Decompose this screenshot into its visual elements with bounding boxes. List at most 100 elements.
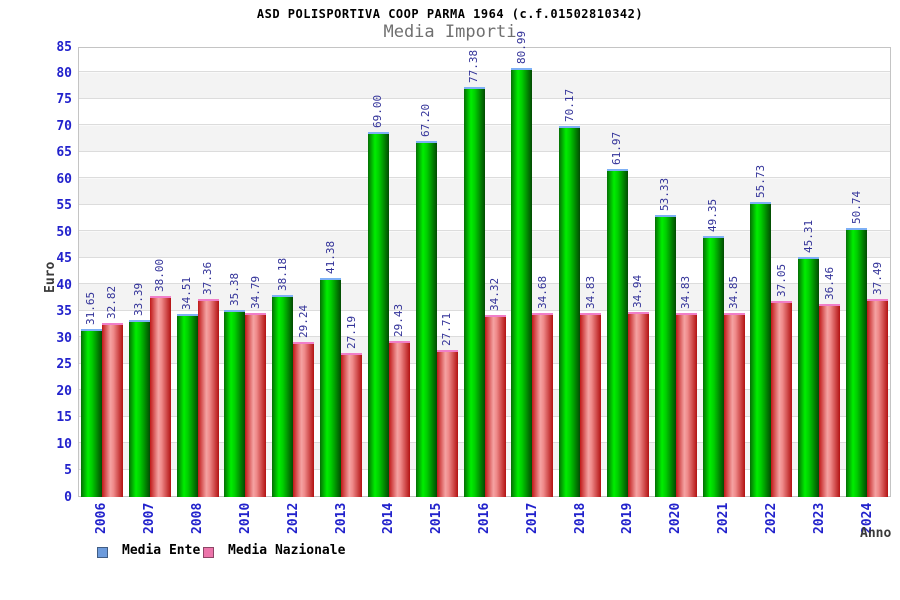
bar-value-label: 37.49 [870,261,884,295]
bar-value-label: 35.38 [227,272,241,306]
gridline-75 [79,97,890,99]
bar-value-label: 41.38 [323,240,337,274]
bar-media-ente-2018 [559,125,581,497]
chart-subtitle: Media Importi [383,22,517,42]
bar-value-label: 34.68 [535,276,549,310]
bar-value-label: 36.46 [822,266,836,300]
gridline-35 [79,309,890,311]
bar-media-nazionale-2013 [341,353,363,497]
bar-value-label: 33.39 [132,283,146,317]
y-tick-65: 65 [56,145,72,161]
bar-value-label: 70.17 [562,88,576,122]
bar-media-ente-2023 [798,257,820,497]
bar-media-nazionale-2018 [580,312,602,497]
bar-value-label: 37.36 [201,262,215,296]
gridline-65 [79,150,890,152]
legend-swatch-media-nazionale [203,547,214,558]
bar-value-label: 32.82 [105,286,119,320]
bar-media-nazionale-2016 [484,315,506,497]
bar-value-label: 61.97 [610,131,624,165]
bar-media-ente-2017 [511,68,533,497]
bar-media-nazionale-2014 [388,341,410,497]
x-tick-2016: 2016 [477,502,492,534]
bar-value-label: 27.71 [440,313,454,347]
y-tick-5: 5 [64,463,72,479]
y-tick-15: 15 [56,410,72,426]
x-tick-2020: 2020 [668,502,684,534]
bar-media-nazionale-2021 [723,312,745,497]
x-tick-2013: 2013 [333,502,349,534]
bar-value-label: 45.31 [801,219,815,254]
y-tick-50: 50 [56,224,72,240]
y-tick-60: 60 [56,171,72,187]
x-tick-2023: 2023 [811,502,827,534]
bar-value-label: 38.00 [153,258,167,292]
y-tick-55: 55 [56,198,72,214]
x-tick-2019: 2019 [620,502,636,534]
bar-media-ente-2006 [80,329,102,497]
y-tick-35: 35 [56,304,72,320]
bar-media-ente-2020 [654,214,676,497]
bar-media-ente-2024 [846,228,868,497]
x-tick-2006: 2006 [94,502,110,534]
bar-media-nazionale-2020 [675,312,697,497]
y-tick-10: 10 [56,436,72,452]
bar-media-ente-2008 [176,314,198,497]
bar-value-label: 29.43 [392,304,406,338]
bar-value-label: 34.79 [248,275,262,309]
bar-media-nazionale-2022 [771,300,793,497]
y-tick-25: 25 [56,357,72,373]
bar-media-nazionale-2010 [245,312,267,497]
y-tick-40: 40 [56,277,72,293]
bar-value-label: 53.33 [658,177,672,211]
bar-value-label: 34.85 [727,275,741,309]
y-tick-30: 30 [56,330,72,346]
bar-media-ente-2013 [320,277,342,497]
bar-media-ente-2016 [463,87,485,497]
x-tick-2015: 2015 [429,502,445,534]
x-tick-2010: 2010 [237,502,253,534]
bar-media-nazionale-2023 [819,303,841,497]
bar-media-nazionale-2024 [867,298,889,497]
y-tick-45: 45 [56,251,72,267]
legend-label-media-ente: Media Ente [122,543,201,558]
bar-value-label: 29.24 [296,305,310,339]
x-tick-2021: 2021 [716,502,732,534]
bar-media-ente-2022 [750,201,772,497]
gridline-50 [79,230,890,232]
bar-value-label: 34.94 [631,274,645,309]
gridline-55 [79,203,890,205]
gridline-80 [79,71,890,73]
legend-label-media-nazionale: Media Nazionale [228,543,346,558]
bar-value-label: 49.35 [706,198,720,232]
x-tick-2012: 2012 [285,502,301,534]
x-tick-2014: 2014 [381,502,397,534]
y-tick-85: 85 [56,39,72,55]
bar-media-nazionale-2017 [532,313,554,497]
bar-media-ente-2014 [367,131,389,497]
bar-media-nazionale-2006 [101,323,123,497]
x-axis-title: Anno [860,526,892,541]
bar-value-label: 34.83 [583,275,597,309]
bar-media-nazionale-2019 [627,312,649,497]
legend-swatch-media-ente [97,547,108,558]
chart-title: ASD POLISPORTIVA COOP PARMA 1964 (c.f.01… [256,7,644,21]
y-tick-80: 80 [56,65,72,81]
gridline-60 [79,177,890,179]
bar-media-ente-2015 [415,141,437,497]
y-tick-0: 0 [64,489,72,505]
bar-value-label: 34.51 [180,277,194,311]
bar-media-ente-2012 [272,294,294,497]
bar-value-label: 80.99 [514,31,528,65]
bar-value-label: 55.73 [753,164,767,198]
bar-value-label: 69.00 [371,94,385,128]
bar-value-label: 77.38 [467,50,480,84]
x-tick-2022: 2022 [763,502,779,534]
bar-value-label: 34.83 [679,275,693,309]
bar-value-label: 38.18 [275,257,289,291]
y-tick-20: 20 [56,383,72,399]
x-tick-2008: 2008 [190,502,206,534]
bar-value-label: 37.05 [774,263,788,297]
bar-media-ente-2010 [224,309,246,497]
bar-value-label: 50.74 [849,191,863,225]
